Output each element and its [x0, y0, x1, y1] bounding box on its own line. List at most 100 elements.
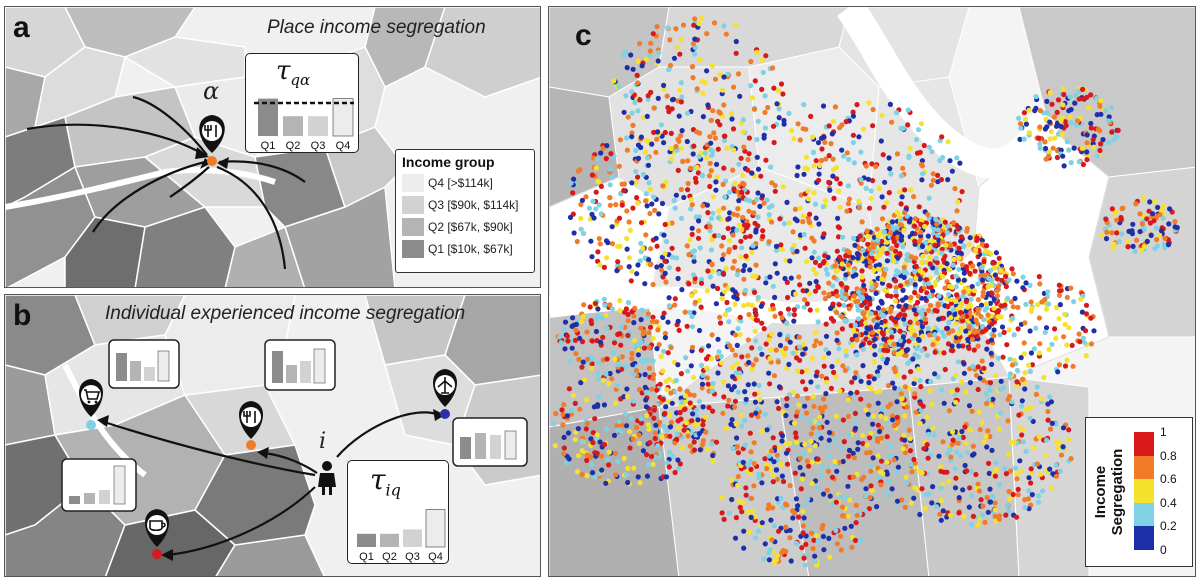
place-dot [902, 275, 907, 280]
place-dot [927, 196, 932, 201]
place-dot [649, 142, 654, 147]
place-dot [651, 336, 656, 341]
place-dot [760, 429, 765, 434]
place-dot [769, 537, 774, 542]
place-dot [672, 303, 677, 308]
place-dot [967, 271, 972, 276]
place-dot [570, 346, 575, 351]
place-dot [835, 293, 840, 298]
place-dot [591, 215, 596, 220]
place-dot [905, 361, 910, 366]
place-dot [796, 121, 801, 126]
place-dot [802, 232, 807, 237]
place-dot [576, 357, 581, 362]
place-dot [717, 315, 722, 320]
individual-bar-label-q2: Q2 [382, 551, 397, 563]
place-dot [654, 346, 659, 351]
place-dot [783, 549, 788, 554]
place-dot [599, 454, 604, 459]
place-dot [953, 373, 958, 378]
place-dot [1114, 230, 1119, 235]
place-dot [793, 471, 798, 476]
place-dot [797, 282, 802, 287]
place-dot [871, 107, 876, 112]
place-dot [736, 198, 741, 203]
place-dot [735, 483, 740, 488]
place-dot [813, 330, 818, 335]
place-dot [699, 348, 704, 353]
place-dot [605, 457, 610, 462]
place-dot [585, 357, 590, 362]
place-dot [880, 216, 885, 221]
place-dot [902, 438, 907, 443]
place-dot [970, 337, 975, 342]
place-dot [872, 376, 877, 381]
place-dot [840, 513, 845, 518]
place-dot [655, 443, 660, 448]
place-dot [690, 411, 695, 416]
place-dot [953, 485, 958, 490]
place-dot [673, 206, 678, 211]
place-dot [889, 246, 894, 251]
place-dot [643, 232, 648, 237]
place-dot [592, 404, 597, 409]
place-dot [701, 114, 706, 119]
place-dot [885, 434, 890, 439]
place-bar-box: τqα Q1 Q2 Q3 Q4 [245, 53, 359, 153]
place-dot [840, 363, 845, 368]
place-dot [667, 412, 672, 417]
place-dot [1065, 295, 1070, 300]
place-dot [686, 281, 691, 286]
place-dot [726, 398, 731, 403]
place-dot [676, 168, 681, 173]
place-dot [753, 229, 758, 234]
place-dot [662, 251, 667, 256]
place-dot [699, 305, 704, 310]
place-dot [919, 260, 924, 265]
place-dot [731, 147, 736, 152]
place-dot [811, 546, 816, 551]
place-dot [598, 241, 603, 246]
place-dot [615, 259, 620, 264]
place-dot [1005, 418, 1010, 423]
place-dot [667, 434, 672, 439]
place-dot [646, 257, 651, 262]
place-dot [760, 58, 765, 63]
place-dot [1084, 95, 1089, 100]
place-dot [959, 380, 964, 385]
place-dot [1033, 326, 1038, 331]
place-dot [897, 386, 902, 391]
place-dot [875, 227, 880, 232]
place-dot [697, 328, 702, 333]
place-dot [748, 431, 753, 436]
place-dot [645, 203, 650, 208]
place-dot [795, 164, 800, 169]
place-dot [1083, 328, 1088, 333]
place-dot [690, 202, 695, 207]
place-dot [850, 337, 855, 342]
place-dot [739, 354, 744, 359]
place-dot [679, 287, 684, 292]
place-dot [908, 448, 913, 453]
place-dot [655, 129, 660, 134]
place-dot [721, 23, 726, 28]
place-dot [695, 86, 700, 91]
place-dot [965, 450, 970, 455]
place-dot [666, 67, 671, 72]
place-dot [634, 368, 639, 373]
place-dot [1112, 211, 1117, 216]
alpha-symbol: α [203, 77, 219, 105]
place-dot [759, 321, 764, 326]
place-dot [750, 95, 755, 100]
place-dot [1104, 230, 1109, 235]
place-dot [700, 373, 705, 378]
place-dot [721, 252, 726, 257]
place-dot [595, 179, 600, 184]
place-dot [625, 65, 630, 70]
place-dot [922, 143, 927, 148]
place-dot [779, 438, 784, 443]
place-dot [651, 31, 656, 36]
place-dot [917, 512, 922, 517]
place-dot [646, 163, 651, 168]
place-dot [775, 453, 780, 458]
